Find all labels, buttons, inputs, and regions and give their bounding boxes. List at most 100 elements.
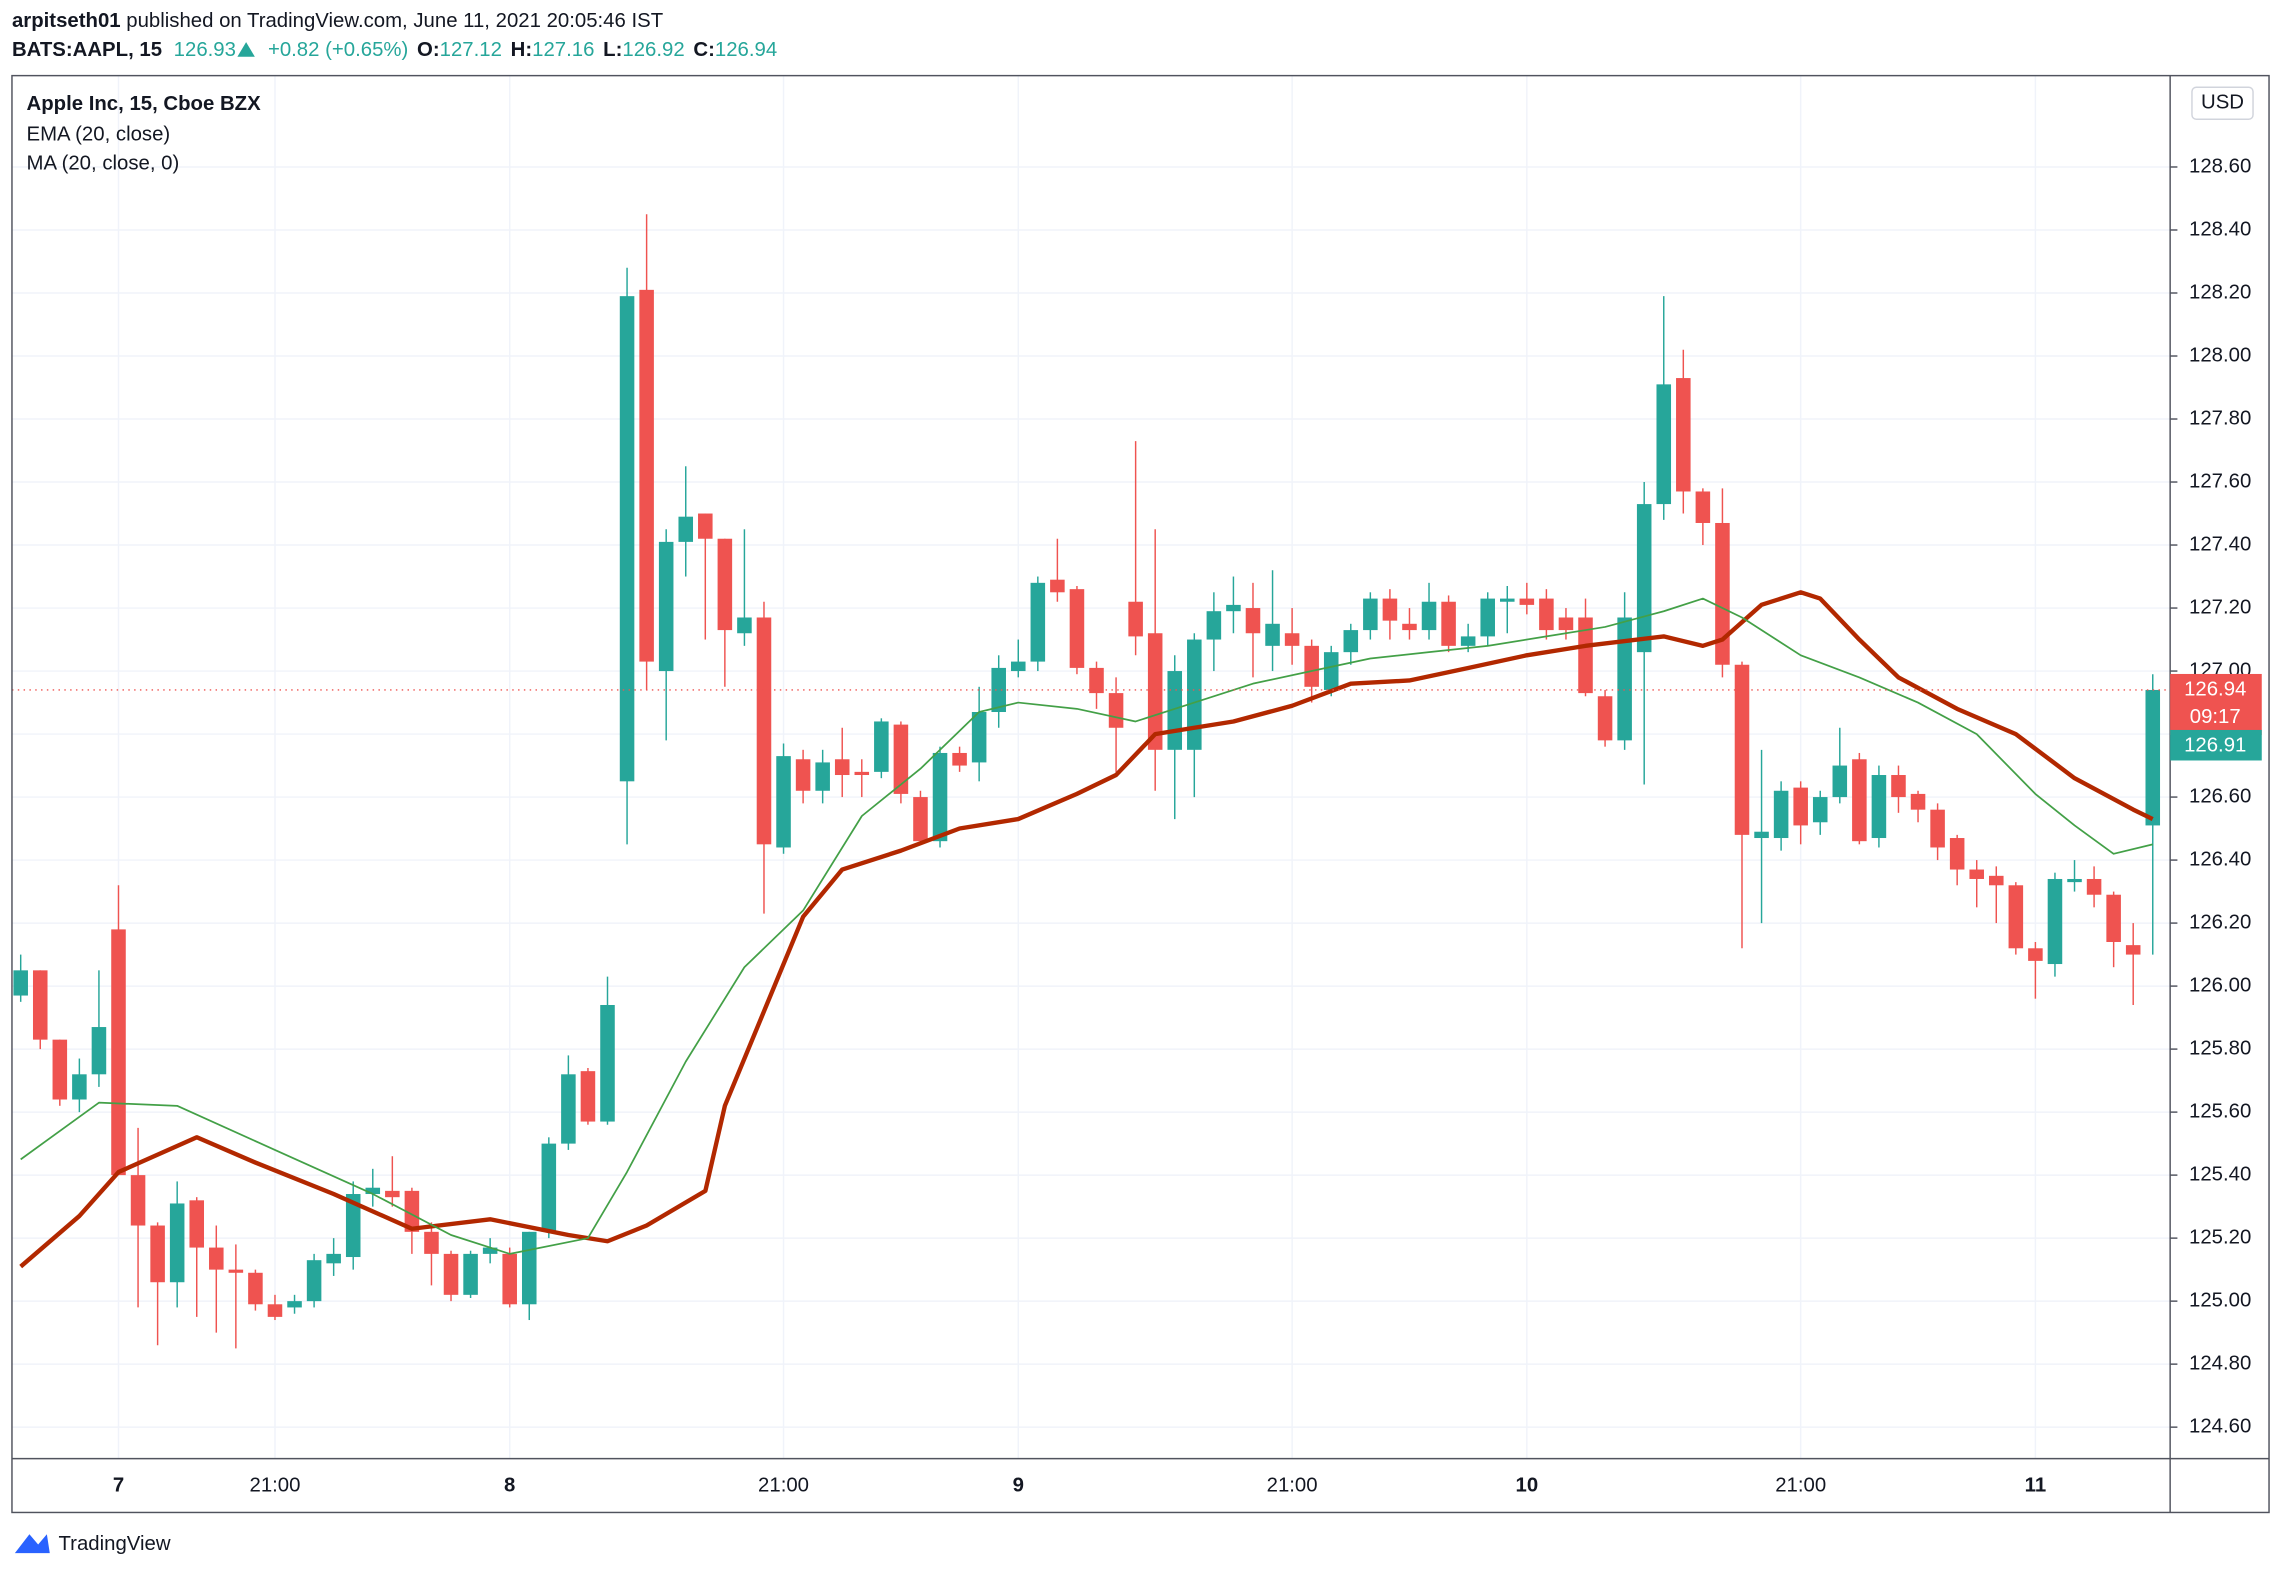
candle-body (1500, 598, 1515, 602)
candle-body (111, 929, 126, 1176)
candle-body (1441, 601, 1456, 646)
ohlc-value: 127.12 (440, 39, 502, 61)
candle-body (72, 1074, 87, 1100)
candle-body (1852, 759, 1867, 842)
candle-body (1460, 636, 1476, 646)
candle-body (228, 1269, 244, 1273)
y-tick-label: 127.60 (2189, 470, 2251, 492)
countdown: 09:17 (2190, 706, 2241, 728)
ma-price-tag (2170, 729, 2262, 761)
candle-body (1519, 598, 1535, 605)
candle-body (678, 516, 694, 542)
currency: USD (2201, 92, 2244, 114)
ohlc-value: 126.92 (622, 39, 684, 61)
candle-body (1128, 601, 1143, 637)
publish-line: arpitseth01 published on TradingView.com… (12, 10, 663, 32)
candle-body (1187, 639, 1202, 750)
y-tick-label: 125.00 (2189, 1290, 2251, 1312)
candle-body (1930, 809, 1945, 848)
candle-body (1558, 617, 1574, 631)
candle-body (463, 1253, 478, 1295)
legend-title: Apple Inc, 15, Cboe BZX (27, 93, 262, 115)
candle-body (2125, 945, 2141, 955)
x-tick-label: 21:00 (250, 1475, 301, 1497)
candle-body (756, 617, 772, 845)
candle-body (795, 759, 811, 791)
candle-body (1656, 384, 1672, 505)
x-tick-label: 8 (504, 1475, 515, 1497)
candle-body (1676, 378, 1691, 492)
last-price-tag (2170, 673, 2262, 736)
candle-body (1715, 522, 1730, 665)
candle-body (1147, 633, 1163, 750)
x-tick-label: 9 (1013, 1475, 1024, 1497)
x-tick-label: 21:00 (758, 1475, 809, 1497)
candle-body (874, 721, 889, 772)
y-tick-label: 127.40 (2189, 533, 2251, 555)
legend-entry: EMA (20, close) (27, 124, 171, 146)
candle-body (1010, 661, 1026, 672)
publisher: arpitseth01 (12, 10, 121, 32)
ohlc-value: 126.94 (715, 39, 777, 61)
y-tick-label: 126.60 (2189, 785, 2251, 807)
candle-body (991, 667, 1006, 713)
candle-body (1989, 875, 2004, 886)
ohlc-label: L: (603, 39, 622, 61)
y-tick-label: 127.20 (2189, 596, 2251, 618)
footer-logo (14, 1534, 50, 1554)
x-tick-label: 21:00 (1775, 1475, 1826, 1497)
candle-body (815, 762, 830, 791)
candle-body (1793, 787, 1808, 826)
frame (11, 74, 2270, 1514)
ma-price-label: 126.91 (2184, 734, 2246, 756)
candle-body (150, 1225, 165, 1283)
candle-body (2067, 878, 2082, 883)
currency-box[interactable] (2191, 86, 2254, 120)
y-tick-label: 124.60 (2189, 1416, 2251, 1438)
change: +0.82 (+0.65%) (268, 39, 408, 61)
y-tick-label: 125.80 (2189, 1037, 2251, 1059)
candle-body (639, 289, 654, 662)
candle-body (2028, 948, 2043, 961)
candle-body (1304, 645, 1319, 687)
indicator-line (20, 597, 2153, 1255)
candle-body (502, 1253, 517, 1305)
symbol: BATS:AAPL, 15 (12, 39, 162, 61)
candle-body (385, 1190, 400, 1198)
candle-body (913, 797, 928, 842)
candle-body (52, 1039, 68, 1100)
brand: TradingView (59, 1533, 171, 1555)
candle-body (404, 1190, 420, 1232)
candle-body (1089, 667, 1104, 694)
candle-body (1069, 589, 1085, 668)
x-tick-label: 21:00 (1267, 1475, 1318, 1497)
candle-body (971, 712, 987, 763)
y-tick-label: 125.60 (2189, 1100, 2251, 1122)
ohlc-label: C: (693, 39, 714, 61)
candle-body (1108, 693, 1124, 728)
last-price-label: 126.94 (2184, 678, 2246, 700)
y-tick-label: 126.20 (2189, 911, 2251, 933)
candle-body (267, 1304, 283, 1317)
candle-body (326, 1253, 341, 1264)
candle-body (1480, 598, 1495, 637)
candle-body (1030, 582, 1046, 662)
x-tick-label: 7 (113, 1475, 124, 1497)
candle-body (521, 1231, 537, 1305)
candle-body (32, 970, 48, 1040)
candle-body (932, 752, 948, 842)
y-tick-label: 128.40 (2189, 218, 2251, 240)
up-arrow (237, 42, 255, 57)
candle-body (658, 541, 674, 672)
candle-body (893, 724, 909, 794)
candle-body (482, 1247, 498, 1254)
ohlc-label: O: (417, 39, 440, 61)
candle-body (2145, 689, 2161, 826)
candle-body (541, 1143, 557, 1232)
candle-body (1949, 838, 1965, 870)
candle-body (443, 1253, 459, 1295)
candle-body (1363, 598, 1378, 631)
candle-body (1323, 652, 1339, 690)
candle-body (1910, 793, 1926, 810)
